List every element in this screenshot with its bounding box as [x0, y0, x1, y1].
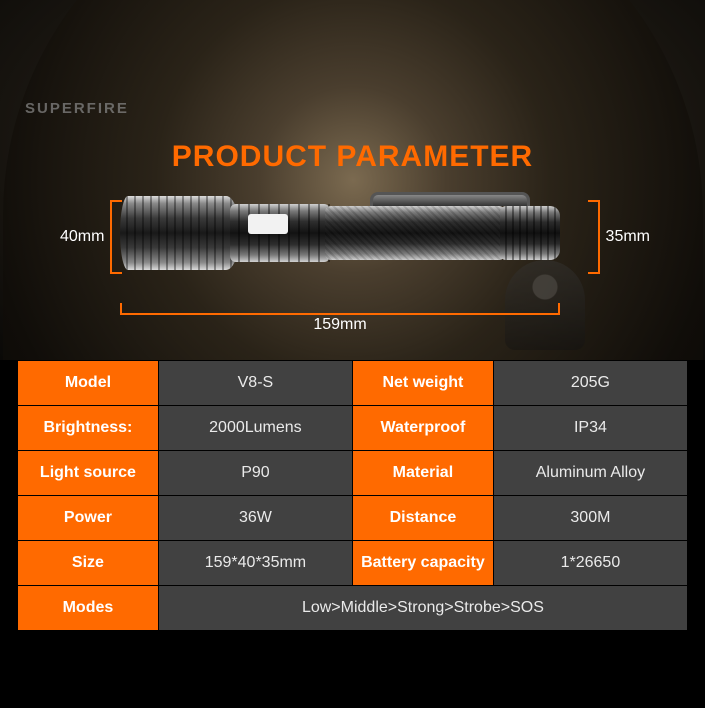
spec-value: 205G: [494, 361, 687, 405]
bracket-icon: [120, 303, 560, 315]
brand-watermark: SUPERFIRE: [25, 100, 129, 117]
spec-value: V8-S: [159, 361, 352, 405]
dimension-tail-diameter: 35mm: [588, 200, 650, 274]
page-title: PRODUCT PARAMETER: [0, 140, 705, 174]
table-row: Power 36W Distance 300M: [18, 496, 687, 540]
flashlight-head: [120, 196, 240, 270]
dimension-label: 159mm: [307, 316, 372, 334]
bracket-icon: [110, 200, 122, 274]
spec-key: Power: [18, 496, 158, 540]
dimension-head-diameter: 40mm: [60, 200, 122, 274]
table-row: Model V8-S Net weight 205G: [18, 361, 687, 405]
spec-key: Size: [18, 541, 158, 585]
spec-value: 2000Lumens: [159, 406, 352, 450]
specification-table: Model V8-S Net weight 205G Brightness: 2…: [17, 360, 688, 631]
spec-value: Low>Middle>Strong>Strobe>SOS: [159, 586, 687, 630]
flashlight-body: [325, 206, 505, 260]
dimension-label: 40mm: [60, 228, 104, 246]
spec-value: 300M: [494, 496, 687, 540]
flashlight-switch: [248, 214, 288, 234]
spec-key: Material: [353, 451, 493, 495]
flashlight-clip: [370, 192, 530, 206]
table-row: Brightness: 2000Lumens Waterproof IP34: [18, 406, 687, 450]
flashlight-illustration: [120, 188, 560, 278]
spec-value: Aluminum Alloy: [494, 451, 687, 495]
table-row-modes: Modes Low>Middle>Strong>Strobe>SOS: [18, 586, 687, 630]
spec-value: P90: [159, 451, 352, 495]
flashlight-tail: [500, 206, 560, 260]
bracket-icon: [588, 200, 600, 274]
spec-key: Modes: [18, 586, 158, 630]
spec-value: 1*26650: [494, 541, 687, 585]
spec-key: Battery capacity: [353, 541, 493, 585]
table-row: Size 159*40*35mm Battery capacity 1*2665…: [18, 541, 687, 585]
spec-value: 159*40*35mm: [159, 541, 352, 585]
spec-key: Light source: [18, 451, 158, 495]
spec-key: Net weight: [353, 361, 493, 405]
hero-section: SUPERFIRE PRODUCT PARAMETER 40mm 35mm 15…: [0, 0, 705, 360]
table-row: Light source P90 Material Aluminum Alloy: [18, 451, 687, 495]
spec-key: Brightness:: [18, 406, 158, 450]
product-parameter-card: SUPERFIRE PRODUCT PARAMETER 40mm 35mm 15…: [0, 0, 705, 708]
dimension-length: 159mm: [120, 300, 560, 318]
spec-key: Waterproof: [353, 406, 493, 450]
dimension-label: 35mm: [606, 228, 650, 246]
spec-key: Distance: [353, 496, 493, 540]
spec-key: Model: [18, 361, 158, 405]
spec-value: 36W: [159, 496, 352, 540]
spec-value: IP34: [494, 406, 687, 450]
